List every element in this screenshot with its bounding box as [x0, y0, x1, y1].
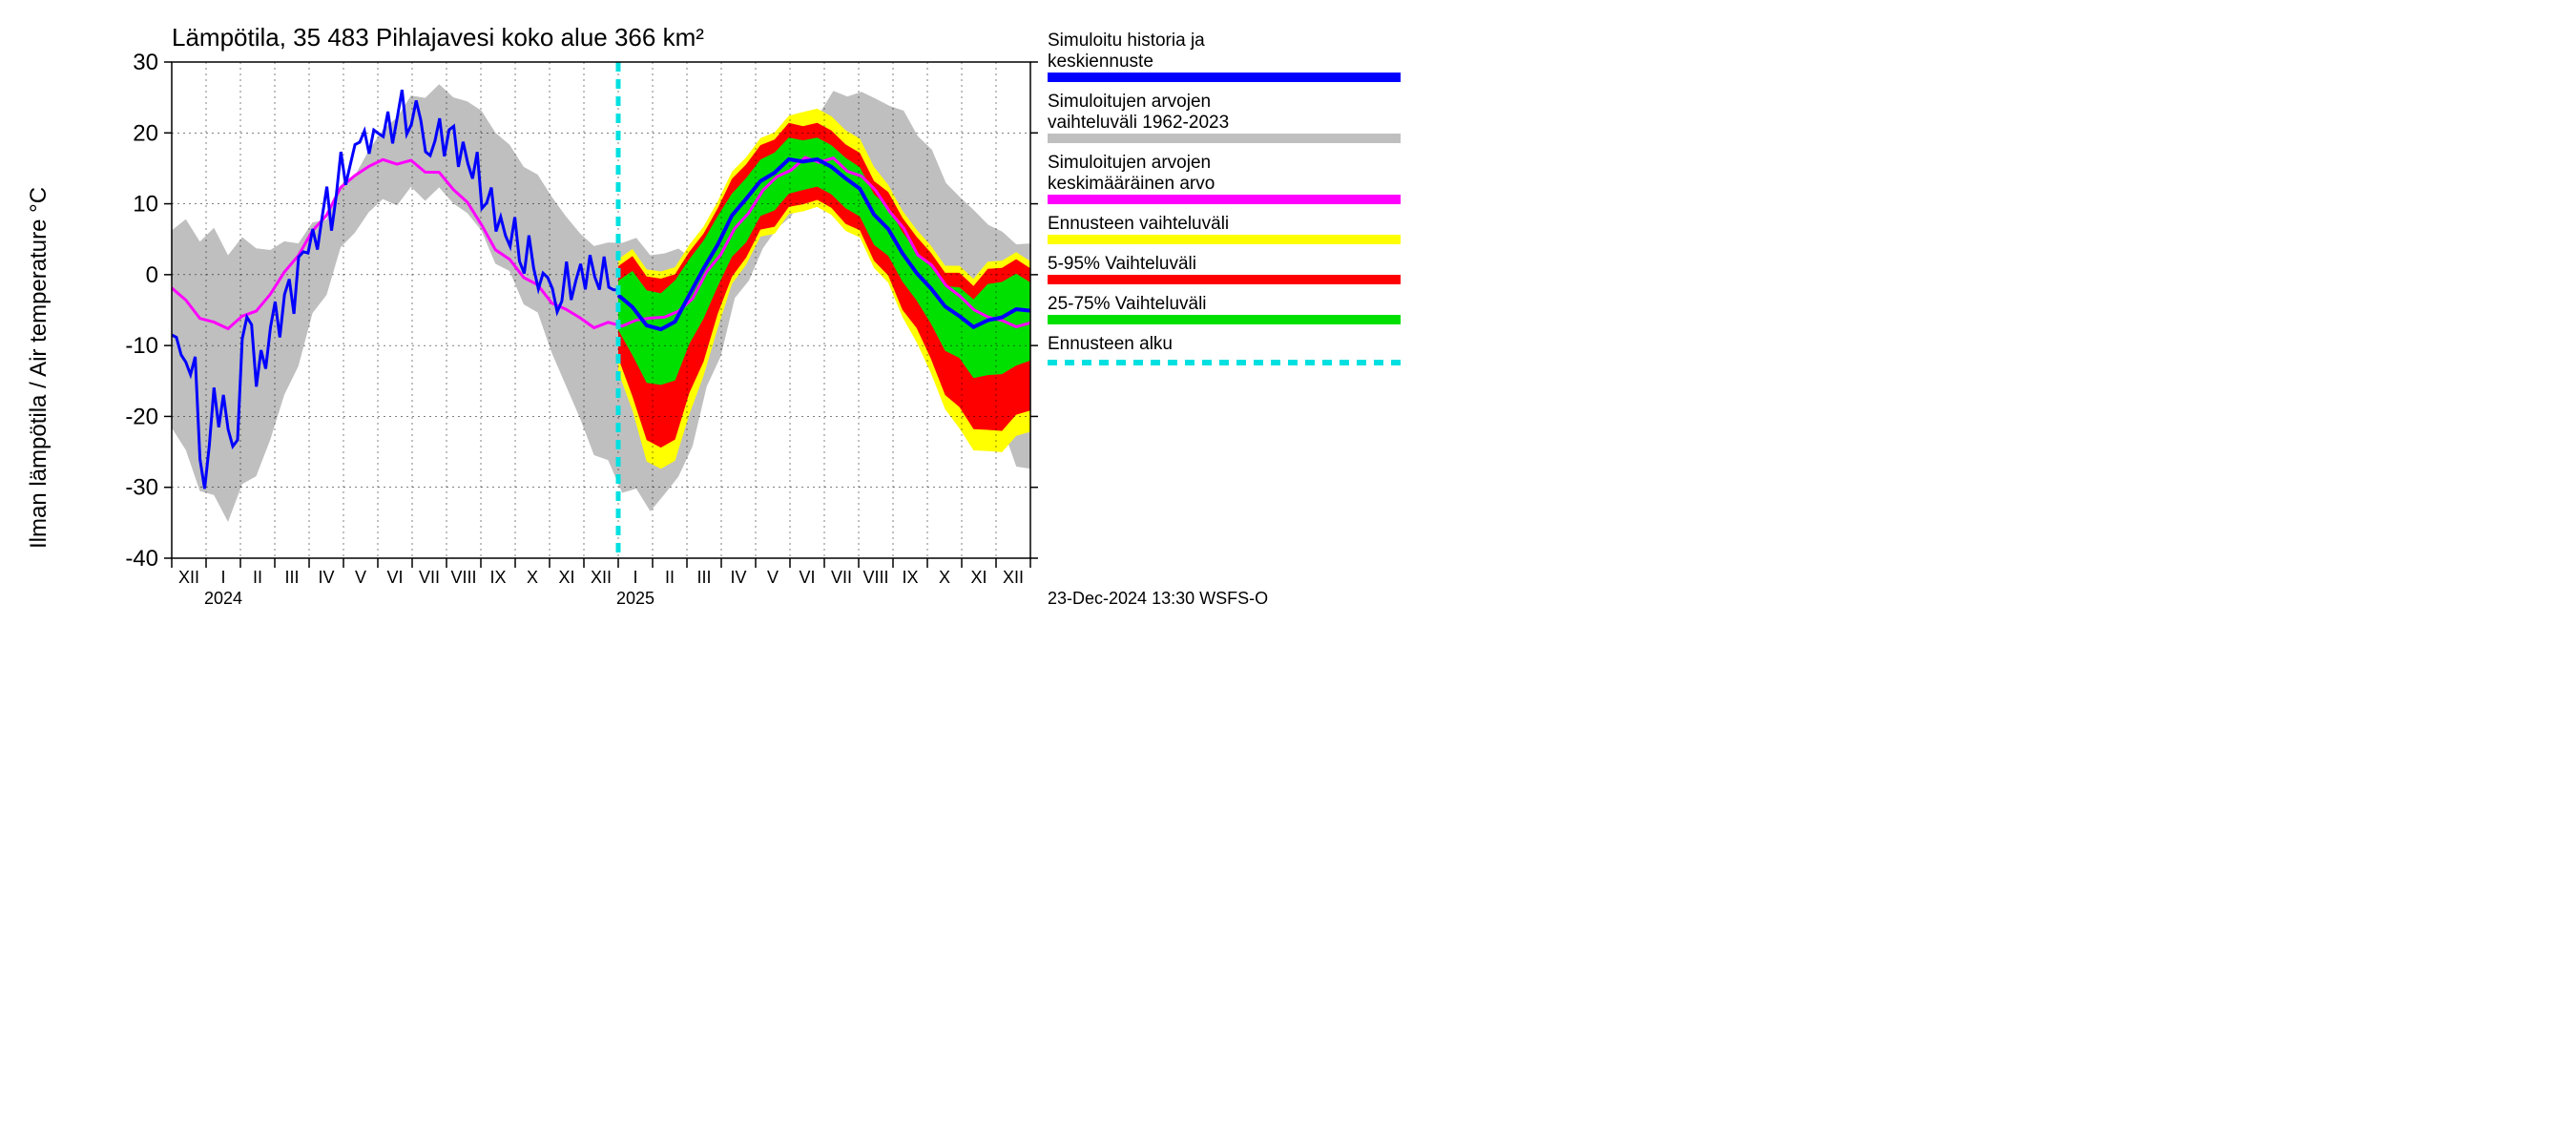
x-month-label: VII — [831, 568, 852, 587]
x-month-label: III — [284, 568, 299, 587]
legend-label: keskimääräinen arvo — [1048, 174, 1215, 194]
x-month-label: X — [939, 568, 950, 587]
y-tick-label: -20 — [125, 404, 158, 429]
y-tick-label: -30 — [125, 475, 158, 501]
y-tick-label: 10 — [133, 192, 158, 218]
x-month-label: II — [665, 568, 675, 587]
legend-label: Simuloitujen arvojen — [1048, 92, 1211, 112]
x-month-label: I — [633, 568, 637, 587]
legend-swatch — [1048, 315, 1401, 324]
legend-label: vaihteluväli 1962-2023 — [1048, 113, 1229, 133]
x-month-label: XI — [970, 568, 987, 587]
legend-swatch — [1048, 73, 1401, 82]
legend-label: 25-75% Vaihteluväli — [1048, 294, 1207, 314]
x-month-label: XI — [558, 568, 574, 587]
y-tick-label: 30 — [133, 50, 158, 75]
legend-label: Ennusteen alku — [1048, 334, 1173, 354]
legend-swatch — [1048, 134, 1401, 143]
x-month-label: VI — [386, 568, 403, 587]
x-month-label: VIII — [450, 568, 476, 587]
y-axis-label: Ilman lämpötila / Air temperature °C — [26, 187, 52, 549]
x-month-label: I — [220, 568, 225, 587]
x-month-label: XII — [178, 568, 199, 587]
legend-swatch — [1048, 235, 1401, 244]
y-tick-label: -10 — [125, 333, 158, 359]
x-month-label: IV — [318, 568, 334, 587]
y-tick-label: -40 — [125, 546, 158, 572]
x-month-label: IX — [902, 568, 918, 587]
x-year-label: 2024 — [204, 589, 242, 608]
x-month-label: III — [696, 568, 711, 587]
legend-label: Simuloitujen arvojen — [1048, 153, 1211, 173]
x-month-label: VII — [419, 568, 440, 587]
legend-label: Simuloitu historia ja — [1048, 31, 1205, 51]
x-month-label: VI — [799, 568, 815, 587]
legend-label: 5-95% Vaihteluväli — [1048, 254, 1196, 274]
legend-label: keskiennuste — [1048, 52, 1153, 72]
x-month-label: V — [767, 568, 779, 587]
x-month-label: XII — [1003, 568, 1024, 587]
chart-title: Lämpötila, 35 483 Pihlajavesi koko alue … — [172, 23, 704, 52]
footer-timestamp: 23-Dec-2024 13:30 WSFS-O — [1048, 589, 1268, 608]
legend-label: Ennusteen vaihteluväli — [1048, 214, 1229, 234]
y-tick-label: 0 — [146, 262, 158, 288]
x-month-label: V — [355, 568, 366, 587]
x-month-label: XII — [591, 568, 612, 587]
x-month-label: VIII — [862, 568, 888, 587]
y-tick-label: 20 — [133, 120, 158, 146]
x-month-label: IX — [489, 568, 506, 587]
x-month-label: II — [253, 568, 262, 587]
legend-swatch — [1048, 195, 1401, 204]
x-year-label: 2025 — [616, 589, 654, 608]
x-month-label: X — [527, 568, 538, 587]
legend-swatch — [1048, 275, 1401, 284]
x-month-label: IV — [730, 568, 746, 587]
